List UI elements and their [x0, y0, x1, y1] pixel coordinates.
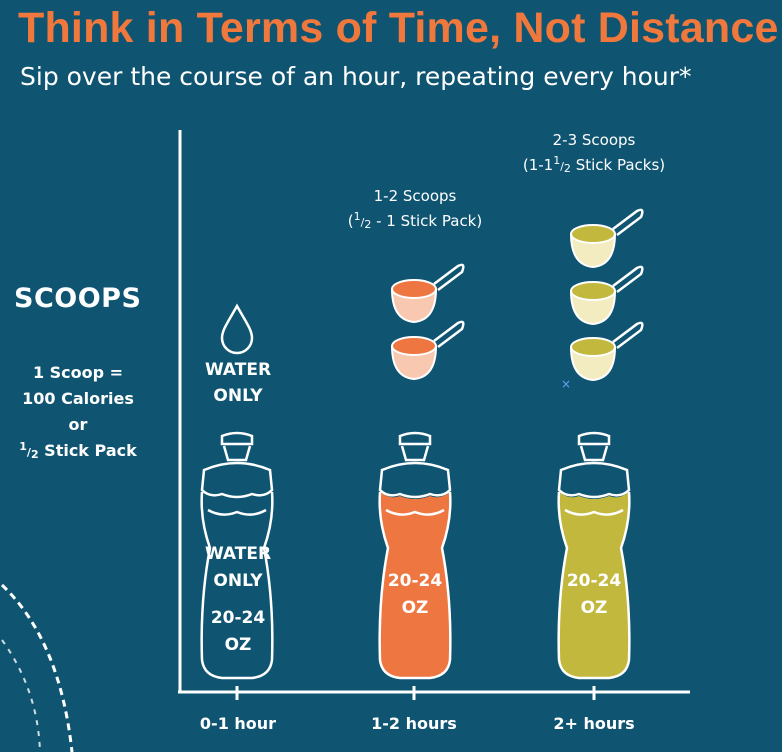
scoop-icon	[570, 265, 644, 326]
scoop-amount-label-1: 1-2 Scoops (1/2 - 1 Stick Pack)	[325, 184, 505, 235]
scoop-line2-prefix: (1-1	[522, 156, 554, 174]
bottle-label-line1: WATER	[204, 544, 272, 564]
scoop-icon	[570, 321, 644, 382]
scoop-amount-line1: 1-2 Scoops	[373, 187, 457, 205]
bottle-label-line2: OZ	[580, 598, 608, 618]
bottle-orange-mix	[378, 431, 452, 680]
x-label-2: 2+ hours	[553, 714, 635, 733]
bottle-cap-icon	[577, 431, 611, 446]
decorative-arc-inner	[1, 639, 41, 752]
cursor-marker-icon: ×	[561, 377, 571, 391]
bottle-water-only	[200, 431, 274, 680]
page-title: Think in Terms of Time, Not Distance	[18, 4, 779, 52]
scoop-definition: 1 Scoop = 100 Calories or 1/2 Stick Pack	[8, 360, 148, 466]
bottle-label-line2: OZ	[401, 598, 429, 618]
bottle-fill	[558, 492, 630, 678]
fraction-numerator: 1	[553, 154, 561, 167]
scoop-definition-line1: 1 Scoop =	[32, 363, 124, 382]
fraction-denominator: 2	[30, 448, 39, 461]
stick-pack-text: Stick Pack	[38, 441, 137, 460]
bottle-fill	[379, 492, 451, 678]
fraction-slash: /	[26, 446, 31, 459]
fraction-numerator: 1	[353, 210, 361, 223]
scoop-amount-line2: (1/2 - 1 Stick Pack)	[325, 209, 505, 235]
fraction-denominator: 2	[563, 162, 571, 175]
page-subtitle: Sip over the course of an hour, repeatin…	[20, 62, 692, 91]
water-only-label: WATER ONLY	[188, 357, 288, 409]
fraction-denominator: 2	[364, 218, 372, 231]
scoop-line2-suffix: Stick Packs)	[570, 156, 666, 174]
fraction-numerator: 1	[19, 440, 27, 453]
water-only-line2: ONLY	[213, 386, 263, 406]
bottle-label-line1: 20-24	[566, 571, 622, 591]
bottle-cap-icon	[220, 431, 254, 446]
scoop-definition-line2: 100 Calories	[22, 389, 134, 408]
water-drop-icon	[220, 303, 254, 355]
bottle-label-line1: 20-24	[387, 571, 443, 591]
decorative-arc	[0, 583, 74, 752]
scoop-icon	[391, 320, 465, 381]
scoop-amount-label-2: 2-3 Scoops (1-11/2 Stick Packs)	[504, 128, 684, 179]
x-label-1: 1-2 hours	[371, 714, 457, 733]
scoop-definition-line3: or	[68, 415, 88, 434]
bottle-yellow-mix	[557, 431, 631, 680]
water-only-line1: WATER	[204, 360, 272, 380]
scoop-icon	[570, 208, 644, 269]
fraction-slash: /	[560, 160, 564, 173]
x-label-0: 0-1 hour	[199, 714, 277, 733]
bottle-label-yellow: 20-24 OZ	[544, 568, 644, 622]
bottle-label-water: WATER ONLY 20-24 OZ	[188, 541, 288, 659]
scoop-amount-line1: 2-3 Scoops	[552, 131, 636, 149]
scoop-icon	[391, 263, 465, 324]
scoops-heading: SCOOPS	[14, 283, 142, 314]
scoop-definition-line4: 1/2 Stick Pack	[8, 438, 148, 466]
bottle-label-line4: OZ	[224, 635, 252, 655]
scoop-amount-line2: (1-11/2 Stick Packs)	[504, 153, 684, 179]
bottle-cap-icon	[398, 431, 432, 446]
bottle-label-orange: 20-24 OZ	[365, 568, 465, 622]
scoop-line2-suffix: - 1 Stick Pack)	[371, 212, 483, 230]
scoop-line2-prefix: (	[347, 212, 354, 230]
fraction-slash: /	[360, 216, 365, 229]
bottle-label-line2: ONLY	[213, 571, 263, 591]
bottle-label-line3: 20-24	[210, 608, 266, 628]
